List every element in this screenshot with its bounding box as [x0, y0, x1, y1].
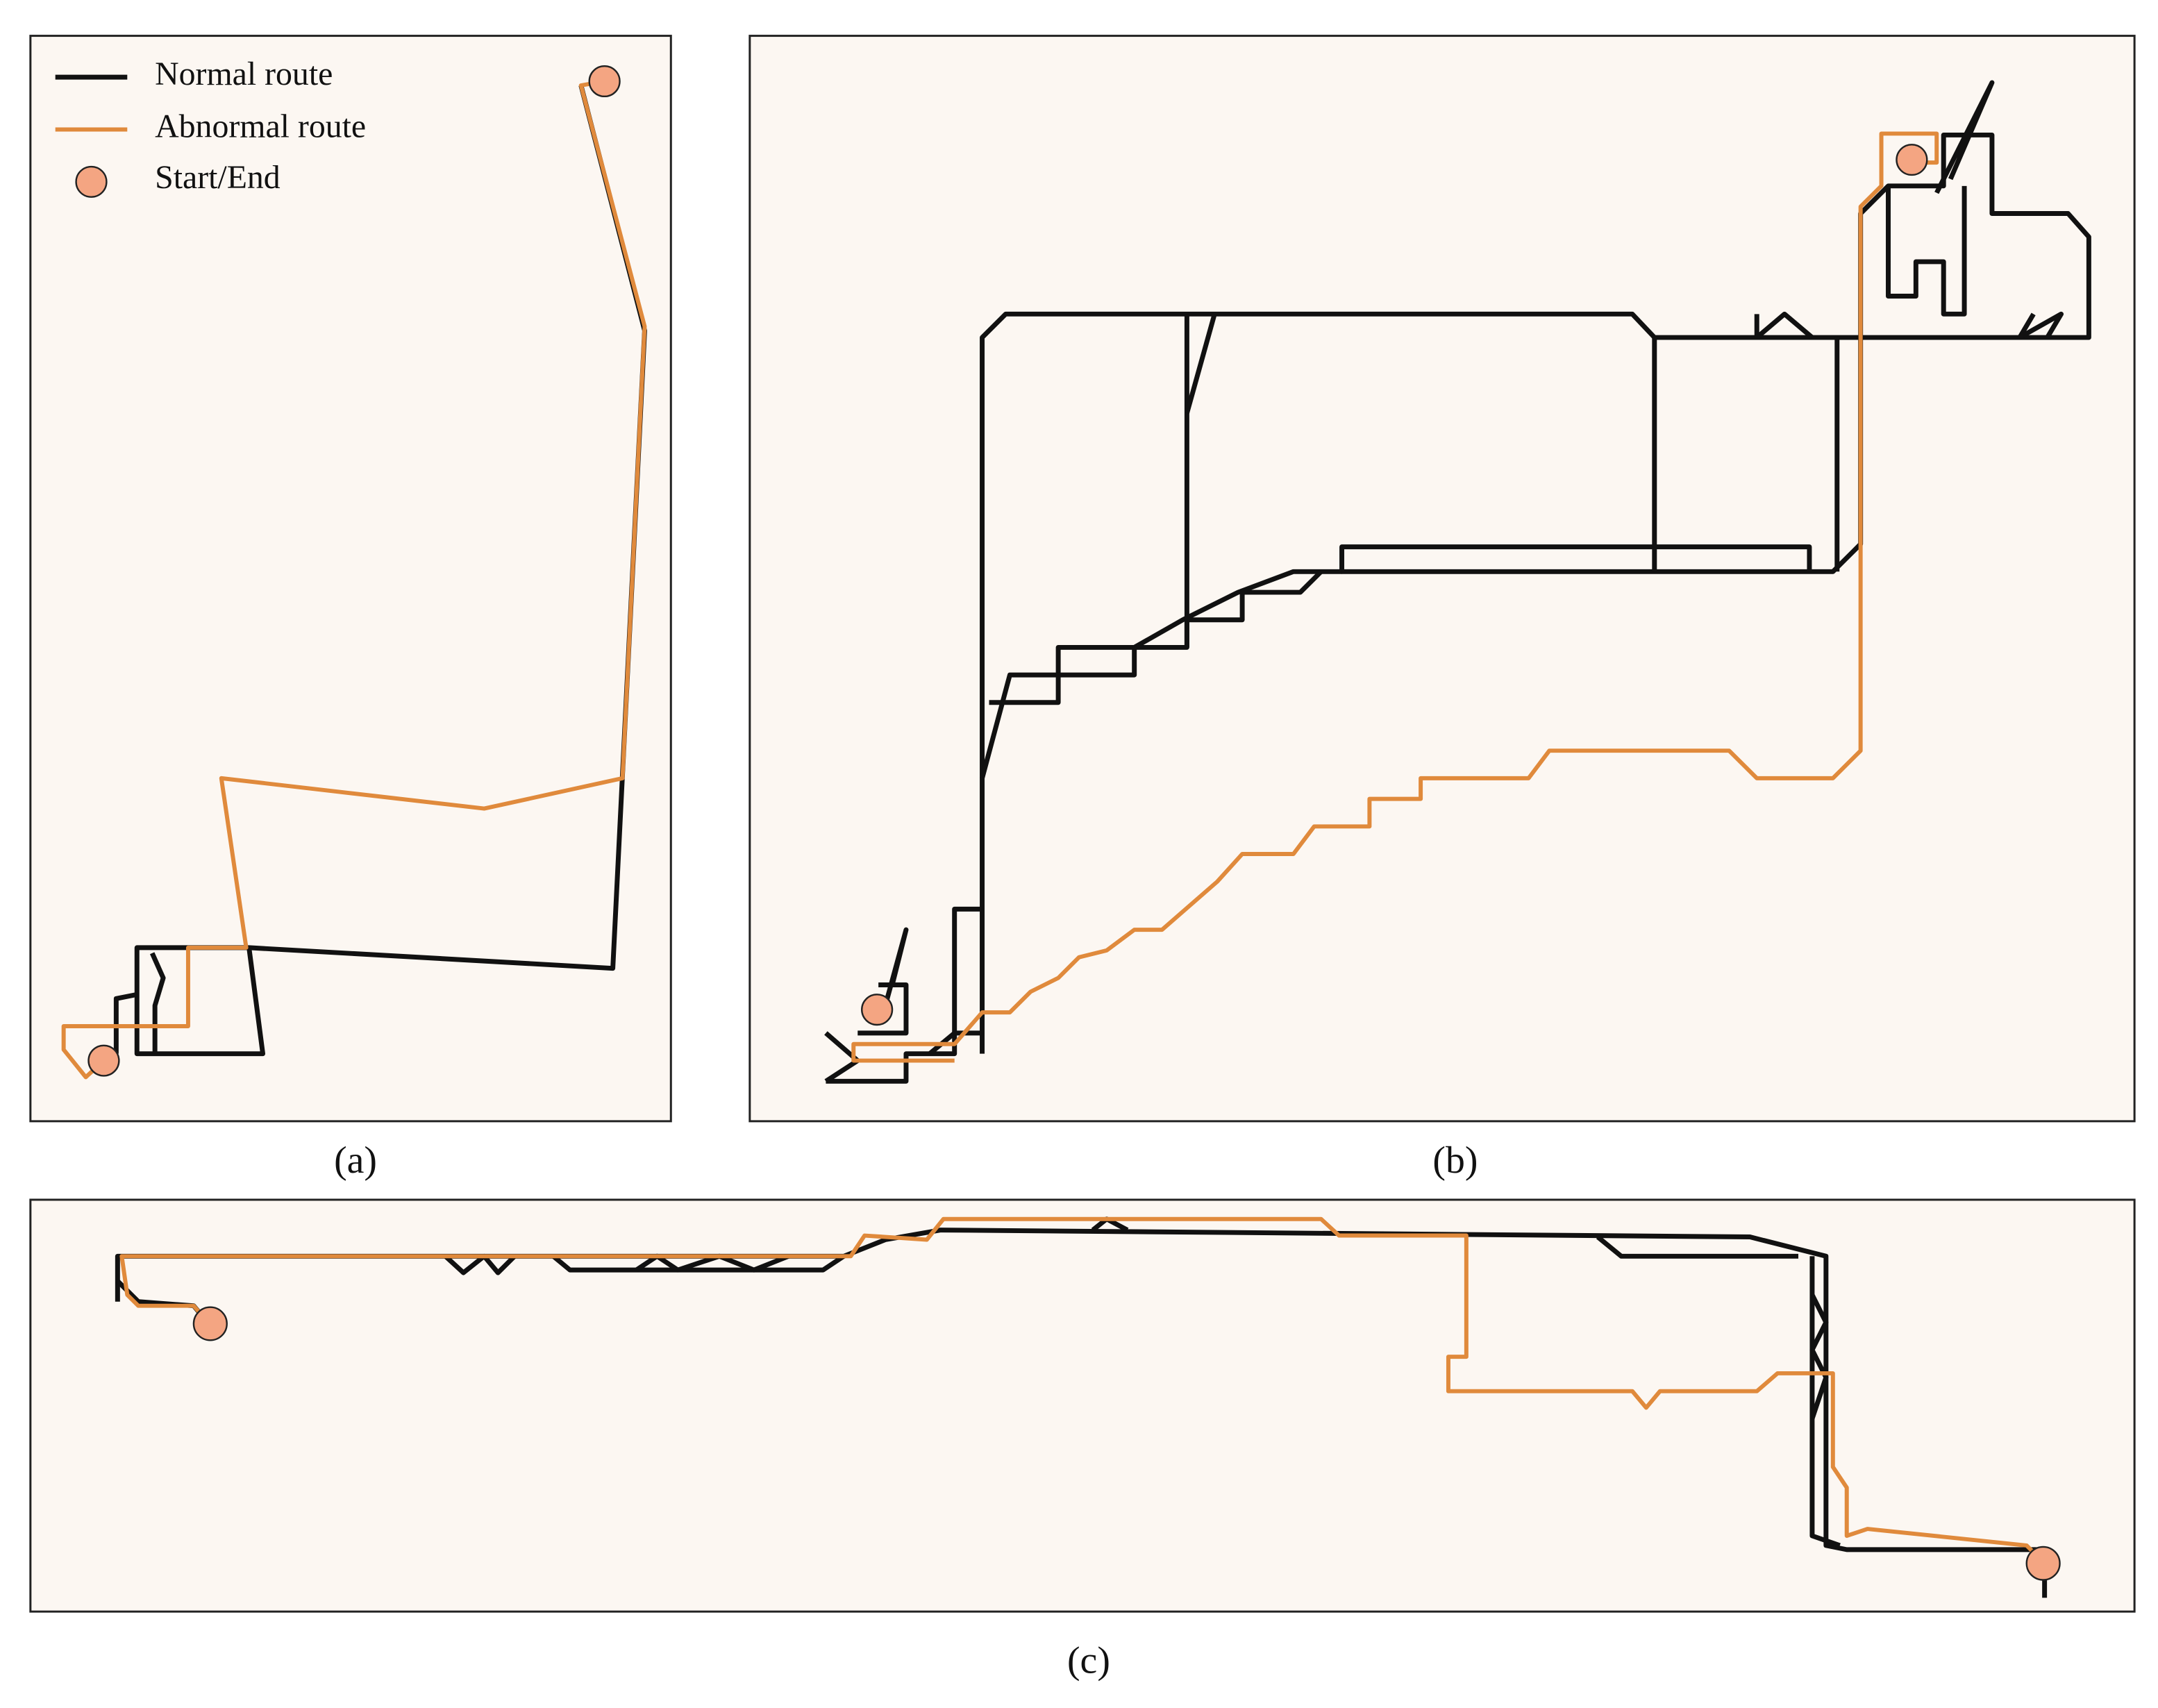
normal-route — [928, 1030, 982, 1056]
start-end-marker — [87, 1044, 120, 1077]
panel-a — [29, 35, 672, 1123]
panel-caption: (c) — [1067, 1639, 1110, 1682]
normal-route — [1596, 1234, 1798, 1259]
normal-route — [1754, 311, 1814, 340]
start-end-marker — [192, 1306, 228, 1341]
normal-route — [1934, 80, 1995, 194]
legend-label: Start/End — [155, 159, 281, 196]
normal-route — [1809, 1293, 1829, 1420]
normal-route — [1886, 185, 1967, 317]
legend: Normal route Abnormal route Start/End — [55, 56, 366, 198]
panel-caption: (a) — [334, 1139, 377, 1182]
normal-route — [113, 991, 137, 1054]
panel-c — [29, 1198, 2136, 1613]
panel-caption: (b) — [1432, 1139, 1478, 1182]
routes-a — [61, 65, 647, 1080]
legend-swatch — [75, 165, 108, 198]
abnormal-route — [61, 79, 647, 1080]
normal-route — [980, 569, 1342, 1054]
legend-label: Abnormal route — [155, 108, 366, 145]
start-end-marker — [588, 65, 621, 98]
start-end-marker — [2025, 1546, 2061, 1581]
panel-b — [748, 35, 2136, 1123]
start-end-marker — [861, 994, 894, 1026]
start-end-marker — [1896, 144, 1928, 176]
abnormal-route — [119, 1216, 2046, 1565]
normal-route — [149, 952, 166, 1054]
normal-route — [635, 1253, 789, 1273]
routes-b — [824, 80, 2091, 1084]
legend-label: Normal route — [155, 56, 333, 92]
normal-route — [2017, 311, 2064, 340]
abnormal-route — [851, 131, 1939, 1063]
routes-c — [115, 1216, 2061, 1598]
normal-route — [1185, 313, 1217, 415]
normal-route — [883, 927, 909, 1007]
normal-route — [551, 1254, 846, 1273]
